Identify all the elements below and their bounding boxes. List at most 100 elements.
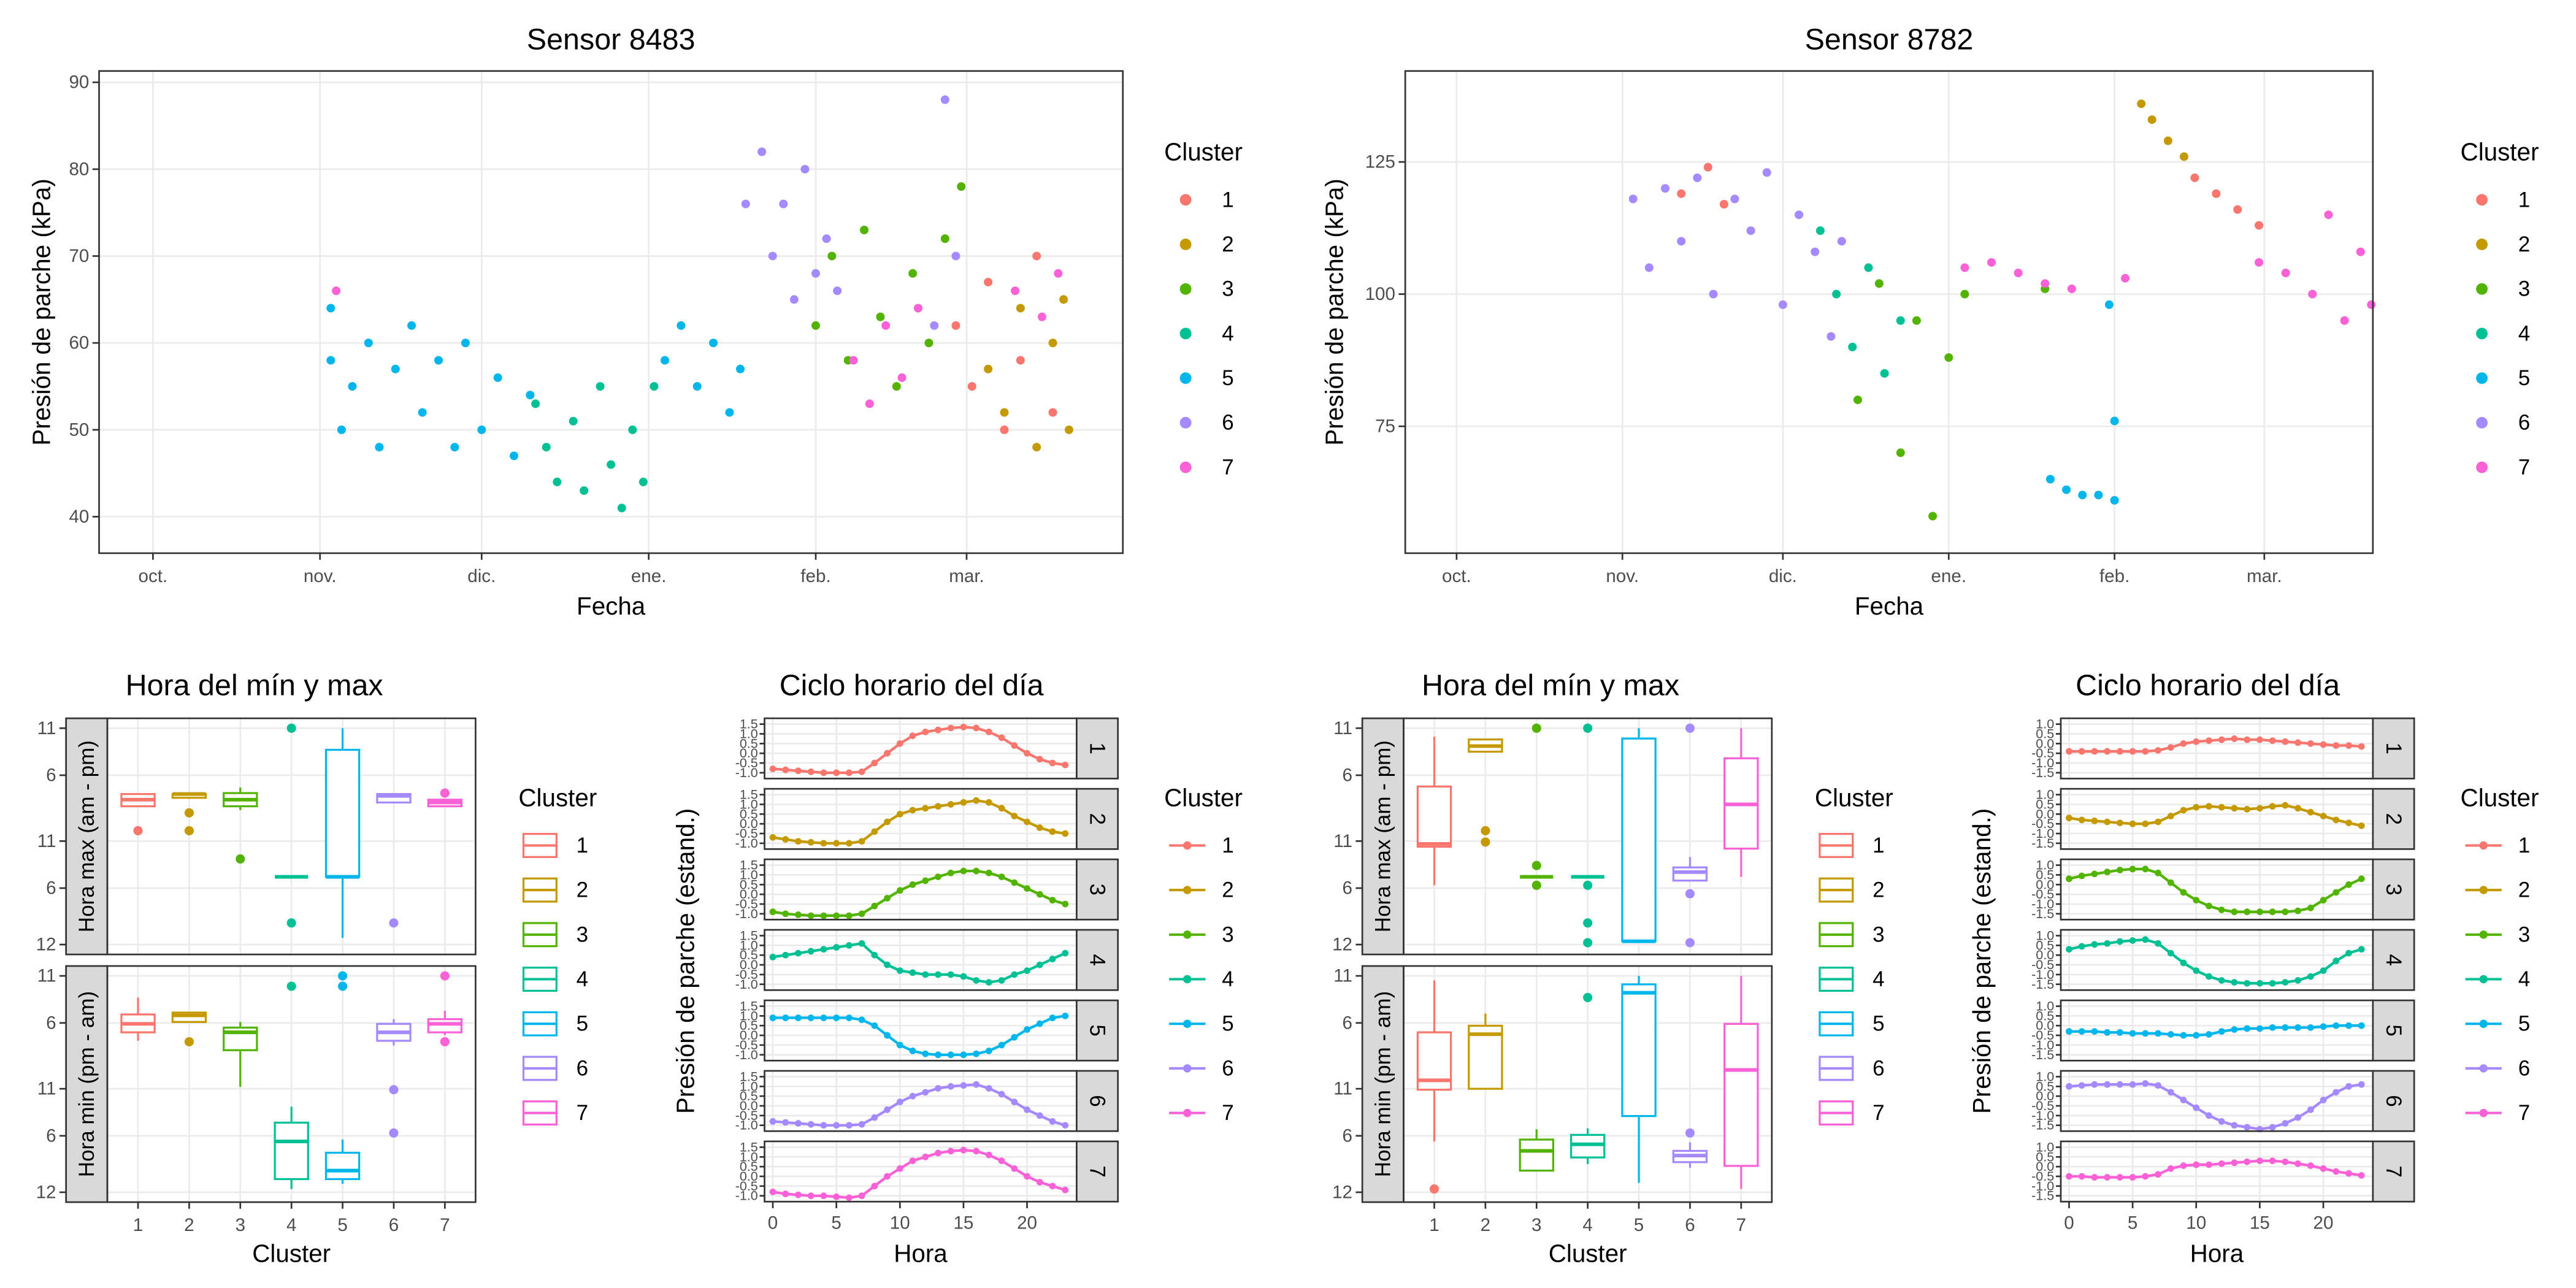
legend-swatch: [1179, 461, 1192, 473]
y-tick-label: -0.5: [2031, 1169, 2054, 1184]
outlier: [1481, 837, 1490, 847]
point: [860, 225, 869, 234]
legend-swatch: [2479, 1019, 2488, 1028]
point: [661, 356, 670, 365]
point: [858, 1121, 865, 1128]
x-tick-label: 5: [1634, 1215, 1644, 1235]
point: [935, 873, 941, 880]
facet-label: Hora max (am - pm): [75, 740, 99, 932]
point: [2269, 803, 2276, 810]
point: [2358, 743, 2365, 750]
legend-title: Cluster: [1815, 783, 1893, 811]
point: [2244, 806, 2251, 813]
legend-swatch: [2476, 416, 2488, 429]
y-tick-label: 0.0: [740, 816, 758, 831]
point: [769, 1014, 776, 1021]
y-tick-label: 70: [69, 246, 89, 266]
outlier: [1583, 992, 1593, 1002]
point: [896, 740, 903, 747]
point: [1062, 830, 1069, 837]
x-tick-label: 6: [1685, 1215, 1695, 1235]
point: [909, 807, 916, 814]
facet-strip: [2372, 929, 2415, 991]
x-tick-label: 0: [2064, 1213, 2074, 1233]
point: [2358, 822, 2365, 829]
outlier: [184, 1037, 194, 1047]
legend-label: 4: [2518, 967, 2530, 991]
point: [782, 1190, 789, 1197]
point: [1000, 425, 1009, 434]
legend-label: 1: [2518, 834, 2530, 857]
y-tick-label: 6: [46, 765, 56, 785]
point: [2218, 977, 2225, 984]
point: [909, 881, 916, 888]
legend-label: 2: [577, 878, 588, 902]
point: [822, 234, 831, 243]
point: [725, 408, 734, 417]
y-tick-label: 1.0: [2036, 858, 2054, 873]
point: [871, 1114, 878, 1121]
point: [2358, 946, 2365, 953]
point: [2218, 1028, 2225, 1035]
y-tick-label: 0.5: [740, 1089, 758, 1103]
x-axis-title: Fecha: [1855, 592, 1924, 620]
point: [845, 1194, 853, 1202]
point: [2142, 865, 2149, 873]
point: [1062, 949, 1069, 957]
point: [984, 277, 993, 286]
point: [1062, 900, 1069, 908]
legend-label: 7: [1222, 1101, 1233, 1125]
point: [2307, 1106, 2314, 1113]
point: [1011, 286, 1020, 296]
point: [2244, 908, 2251, 916]
y-tick-label: 0.5: [740, 877, 758, 892]
outlier: [1531, 861, 1541, 870]
legend-swatch: [2479, 975, 2488, 984]
legend-swatch: [2479, 841, 2488, 850]
point: [2320, 1023, 2327, 1030]
legend-label: 7: [1222, 455, 1233, 479]
point: [871, 1183, 878, 1190]
point: [769, 954, 776, 960]
y-tick-label: 0.5: [2036, 1149, 2054, 1164]
y-tick-label: -1.0: [735, 836, 758, 851]
point: [2256, 736, 2263, 743]
outlier: [1685, 1128, 1695, 1138]
point: [2167, 949, 2174, 957]
point: [998, 734, 1005, 742]
point: [973, 977, 980, 984]
y-tick-label: 0.0: [2036, 807, 2054, 821]
x-tick-label: oct.: [1442, 566, 1471, 586]
legend-swatch: [1179, 194, 1192, 206]
facet-strip: [2372, 788, 2415, 850]
point: [493, 373, 502, 382]
point: [769, 908, 776, 916]
legend-label: 5: [577, 1012, 588, 1036]
point: [2067, 284, 2076, 293]
point: [2307, 904, 2314, 911]
point: [2167, 744, 2174, 751]
y-tick-label: 1.5: [740, 1069, 758, 1084]
point: [820, 769, 827, 776]
legend-label: 1: [1873, 834, 1884, 857]
legend-label: 6: [2518, 1056, 2530, 1080]
y-tick-label: -1.0: [735, 1189, 758, 1203]
y-tick-label: 1.0: [740, 1079, 758, 1094]
point: [2078, 1028, 2085, 1035]
point: [871, 902, 878, 910]
facet-strip: [2372, 1140, 2415, 1203]
point: [2180, 889, 2187, 896]
y-tick-label: 6: [46, 1013, 56, 1033]
x-tick-label: 20: [2313, 1213, 2334, 1233]
y-tick-label: 11: [1333, 718, 1352, 738]
point: [973, 1148, 980, 1155]
y-tick-label: 1.0: [2036, 1069, 2054, 1084]
point: [1032, 443, 1041, 452]
x-tick-label: feb.: [2099, 566, 2129, 586]
point: [807, 948, 815, 955]
legend-swatch: [1179, 283, 1192, 295]
panel: [764, 1141, 1077, 1202]
point: [2324, 210, 2333, 220]
point: [1049, 897, 1056, 904]
